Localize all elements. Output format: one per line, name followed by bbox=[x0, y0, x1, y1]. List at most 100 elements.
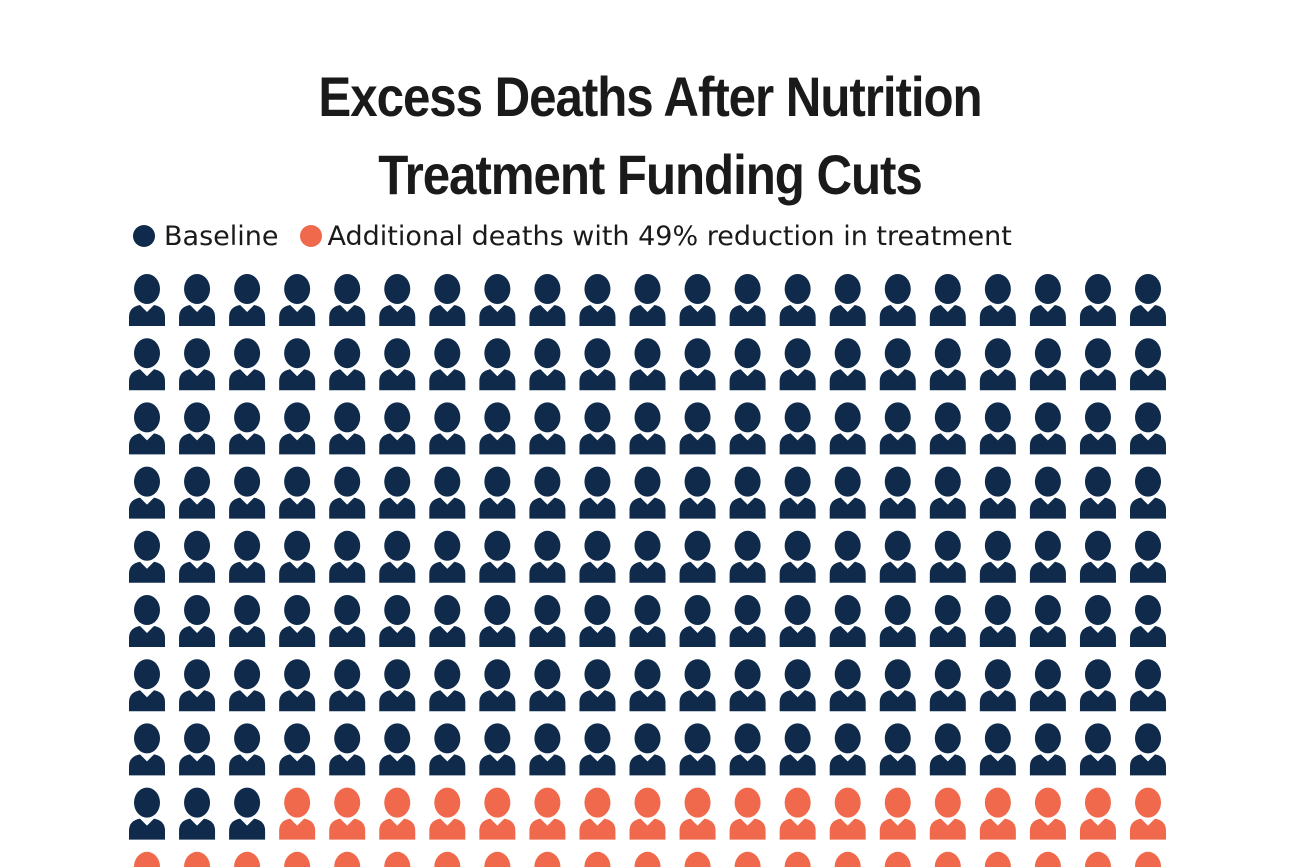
person-body bbox=[1130, 305, 1166, 326]
person-icon-additional bbox=[829, 787, 866, 840]
person-head bbox=[1135, 274, 1161, 304]
person-body bbox=[879, 626, 916, 647]
person-head bbox=[1084, 851, 1111, 867]
person-icon-additional bbox=[934, 851, 961, 867]
person-icon-baseline bbox=[1079, 595, 1116, 647]
person-head bbox=[334, 530, 361, 561]
person-icon-baseline bbox=[179, 595, 216, 647]
person-head bbox=[284, 595, 311, 625]
person-head bbox=[384, 274, 411, 304]
person-head bbox=[184, 787, 211, 818]
person-head bbox=[884, 274, 911, 304]
person-body bbox=[679, 818, 716, 840]
person-icon-additional bbox=[884, 851, 911, 867]
person-icon-additional bbox=[684, 851, 711, 867]
person-head bbox=[784, 723, 811, 754]
person-body bbox=[1079, 305, 1116, 326]
person-body bbox=[229, 433, 266, 455]
person-icon-baseline bbox=[429, 723, 466, 776]
person-body bbox=[629, 433, 666, 455]
person-head bbox=[634, 338, 661, 369]
person-head bbox=[484, 723, 511, 754]
person-icon-baseline bbox=[229, 274, 266, 326]
person-head bbox=[184, 402, 211, 433]
person-head bbox=[184, 723, 211, 754]
person-head bbox=[1135, 595, 1161, 625]
person-icon-baseline bbox=[479, 402, 516, 455]
person-body bbox=[929, 369, 966, 391]
person-head bbox=[784, 595, 811, 625]
person-icon-baseline bbox=[729, 338, 766, 391]
person-head bbox=[534, 659, 561, 690]
person-head bbox=[734, 530, 761, 561]
person-icon-baseline bbox=[729, 595, 766, 647]
person-icon-baseline bbox=[529, 338, 566, 391]
person-icon-baseline bbox=[229, 338, 266, 391]
person-head bbox=[334, 659, 361, 690]
legend-swatch-baseline bbox=[133, 225, 155, 247]
person-body bbox=[429, 818, 466, 840]
person-body bbox=[879, 561, 916, 583]
person-body bbox=[879, 305, 916, 326]
person-head bbox=[584, 338, 611, 369]
person-body bbox=[329, 561, 366, 583]
person-icon-baseline bbox=[329, 723, 366, 776]
person-icon-baseline bbox=[229, 595, 266, 647]
person-head bbox=[484, 595, 511, 625]
person-head bbox=[734, 851, 761, 867]
person-icon-baseline bbox=[1130, 530, 1166, 583]
person-body bbox=[479, 497, 516, 519]
person-head bbox=[284, 274, 311, 304]
person-icon-baseline bbox=[879, 530, 916, 583]
person-body bbox=[829, 561, 866, 583]
person-icon-baseline bbox=[479, 338, 516, 391]
person-body bbox=[829, 818, 866, 840]
person-icon-additional bbox=[434, 851, 461, 867]
person-body bbox=[479, 626, 516, 647]
person-icon-additional bbox=[1135, 851, 1161, 867]
person-head bbox=[834, 787, 861, 818]
person-head bbox=[334, 274, 361, 304]
person-head bbox=[1135, 723, 1161, 754]
person-icon-additional bbox=[734, 851, 761, 867]
person-head bbox=[284, 723, 311, 754]
person-body bbox=[429, 497, 466, 519]
person-head bbox=[734, 595, 761, 625]
person-body bbox=[129, 754, 165, 776]
person-body bbox=[679, 754, 716, 776]
person-icon-baseline bbox=[329, 595, 366, 647]
person-body bbox=[229, 690, 266, 712]
person-icon-baseline bbox=[929, 466, 966, 519]
person-head bbox=[1135, 402, 1161, 433]
person-head bbox=[184, 274, 211, 304]
person-head bbox=[834, 466, 861, 497]
person-head bbox=[134, 402, 160, 433]
person-head bbox=[784, 659, 811, 690]
person-head bbox=[884, 402, 911, 433]
person-body bbox=[279, 690, 316, 712]
person-body bbox=[279, 305, 316, 326]
person-body bbox=[779, 497, 816, 519]
person-icon-baseline bbox=[679, 402, 716, 455]
person-body bbox=[879, 497, 916, 519]
person-body bbox=[379, 754, 416, 776]
person-icon-baseline bbox=[829, 723, 866, 776]
person-body bbox=[729, 754, 766, 776]
person-icon-additional bbox=[429, 787, 466, 840]
person-body bbox=[429, 626, 466, 647]
person-icon-baseline bbox=[629, 274, 666, 326]
legend-label-additional-deaths: Additional deaths with 49% reduction in … bbox=[327, 220, 1012, 252]
person-icon-baseline bbox=[1130, 466, 1166, 519]
person-head bbox=[234, 659, 261, 690]
person-icon-baseline bbox=[679, 466, 716, 519]
person-body bbox=[1079, 433, 1116, 455]
person-body bbox=[229, 369, 266, 391]
person-head bbox=[784, 851, 811, 867]
person-body bbox=[629, 754, 666, 776]
person-head bbox=[1034, 595, 1061, 625]
person-head bbox=[134, 274, 160, 304]
person-head bbox=[1034, 851, 1061, 867]
person-head bbox=[284, 659, 311, 690]
person-body bbox=[979, 561, 1016, 583]
person-body bbox=[429, 305, 466, 326]
